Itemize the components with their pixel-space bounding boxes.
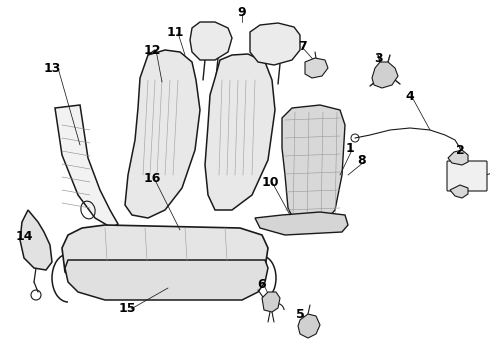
Text: 14: 14 xyxy=(15,230,33,243)
Text: 7: 7 xyxy=(297,40,306,53)
Polygon shape xyxy=(255,212,348,235)
Polygon shape xyxy=(305,58,328,78)
Text: 16: 16 xyxy=(143,171,161,184)
Polygon shape xyxy=(250,23,300,65)
Text: 10: 10 xyxy=(261,175,279,189)
Text: 2: 2 xyxy=(456,144,465,157)
Polygon shape xyxy=(65,260,268,300)
Text: 13: 13 xyxy=(43,62,61,75)
Polygon shape xyxy=(55,105,118,228)
Polygon shape xyxy=(372,62,398,88)
Polygon shape xyxy=(450,185,468,198)
Text: 11: 11 xyxy=(166,27,184,40)
Text: 15: 15 xyxy=(118,302,136,315)
Text: 4: 4 xyxy=(406,90,415,103)
Polygon shape xyxy=(20,210,52,270)
FancyBboxPatch shape xyxy=(447,161,487,191)
Text: 12: 12 xyxy=(143,44,161,57)
Polygon shape xyxy=(125,50,200,218)
Polygon shape xyxy=(448,150,468,165)
Text: 9: 9 xyxy=(238,5,246,18)
Text: 6: 6 xyxy=(258,278,266,291)
Polygon shape xyxy=(190,22,232,60)
Text: 5: 5 xyxy=(295,307,304,320)
Polygon shape xyxy=(135,50,172,182)
Polygon shape xyxy=(262,292,280,312)
Text: 1: 1 xyxy=(345,141,354,154)
Polygon shape xyxy=(282,105,345,228)
Polygon shape xyxy=(62,225,268,292)
Text: 8: 8 xyxy=(358,154,367,167)
Polygon shape xyxy=(205,54,275,210)
Text: 3: 3 xyxy=(374,53,382,66)
Polygon shape xyxy=(298,314,320,338)
